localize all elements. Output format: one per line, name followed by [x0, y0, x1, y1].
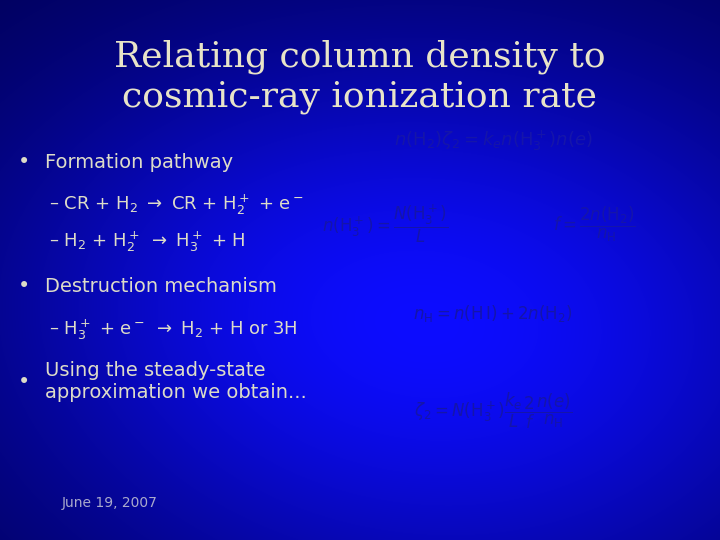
- Text: Destruction mechanism: Destruction mechanism: [45, 276, 276, 296]
- Text: Formation pathway: Formation pathway: [45, 152, 233, 172]
- Text: •: •: [18, 276, 30, 296]
- Text: Using the steady-state
approximation we obtain...: Using the steady-state approximation we …: [45, 361, 307, 402]
- Text: – CR + H$_2$ $\rightarrow$ CR + H$_2^+$ + e$^-$: – CR + H$_2$ $\rightarrow$ CR + H$_2^+$ …: [49, 193, 304, 217]
- Text: $n(\mathrm{H}_3^+) = \dfrac{N(\mathrm{H}_3^+)}{L}$: $n(\mathrm{H}_3^+) = \dfrac{N(\mathrm{H}…: [322, 203, 449, 245]
- Text: – H$_3^+$ + e$^-$ $\rightarrow$ H$_2$ + H or 3H: – H$_3^+$ + e$^-$ $\rightarrow$ H$_2$ + …: [49, 317, 297, 342]
- Text: Relating column density to: Relating column density to: [114, 39, 606, 74]
- Text: $n(\mathrm{H}_2)\zeta_2 = k_e n(\mathrm{H}_3^+)n(e)$: $n(\mathrm{H}_2)\zeta_2 = k_e n(\mathrm{…: [394, 128, 593, 152]
- Text: •: •: [18, 152, 30, 172]
- Text: cosmic-ray ionization rate: cosmic-ray ionization rate: [122, 80, 598, 114]
- Text: •: •: [18, 372, 30, 392]
- Text: $f = \dfrac{2n(\mathrm{H}_2)}{n_\mathrm{H}}$: $f = \dfrac{2n(\mathrm{H}_2)}{n_\mathrm{…: [552, 205, 636, 244]
- Text: – H$_2$ + H$_2^+$ $\rightarrow$ H$_3^+$ + H: – H$_2$ + H$_2^+$ $\rightarrow$ H$_3^+$ …: [49, 229, 246, 253]
- Text: $n_\mathrm{H} = n(\mathrm{H\,I}) + 2n(\mathrm{H}_2)$: $n_\mathrm{H} = n(\mathrm{H\,I}) + 2n(\m…: [413, 303, 573, 323]
- Text: June 19, 2007: June 19, 2007: [61, 496, 157, 510]
- Text: $\zeta_2 = N(\mathrm{H}_3^+)\dfrac{k_e}{L}\dfrac{2}{f}\dfrac{n(e)}{n_\mathrm{H}}: $\zeta_2 = N(\mathrm{H}_3^+)\dfrac{k_e}{…: [414, 390, 572, 430]
